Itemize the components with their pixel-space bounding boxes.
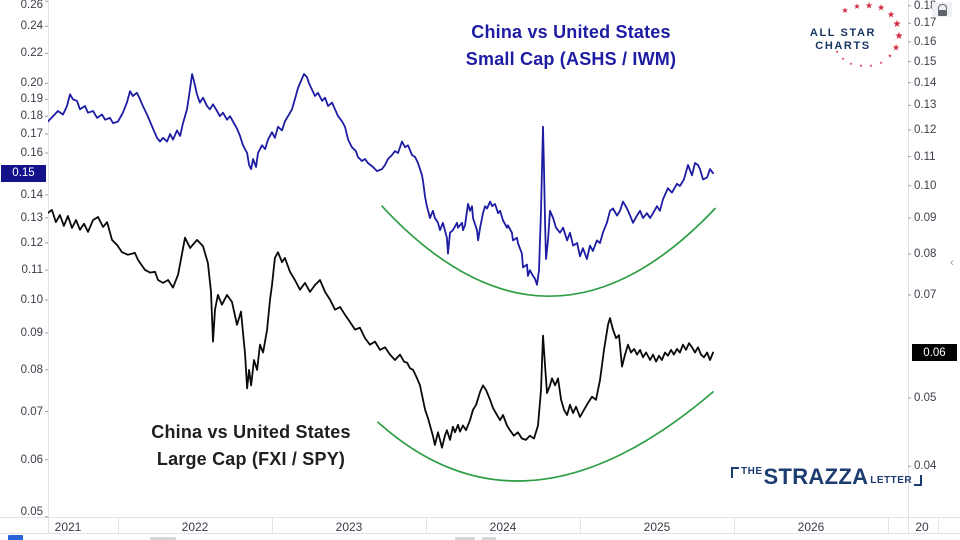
strazza-the: THE bbox=[741, 466, 763, 477]
time-axis-label: 20 bbox=[915, 520, 929, 534]
left-axis-label: 0.14 bbox=[20, 188, 43, 201]
time-axis-label: 2026 bbox=[797, 520, 825, 534]
right-axis-label: 0.18 bbox=[914, 0, 937, 12]
strazza-letter-logo: THE STRAZZA LETTER bbox=[731, 464, 923, 489]
left-axis-label: 0.12 bbox=[20, 236, 43, 249]
right-axis-label: 0.15 bbox=[914, 55, 937, 68]
allstarcharts-line1: ALL STAR bbox=[809, 27, 877, 39]
ashs-iwm-ratio-line[interactable] bbox=[48, 73, 714, 286]
right-axis-label: 0.16 bbox=[914, 35, 937, 48]
left-axis-label: 0.19 bbox=[20, 93, 43, 106]
left-axis-label: 0.13 bbox=[20, 211, 43, 224]
allstarcharts-logo: ALL STAR CHARTS ★ ★ ★ ★ ★ ★ ★ ★ ★ ★ ★ ★ ★ ★ ★ bbox=[796, 1, 916, 70]
star-icon: ★ bbox=[869, 63, 873, 68]
collapse-chevron-icon[interactable]: ‹ bbox=[950, 255, 954, 269]
right-axis-label: 0.10 bbox=[914, 179, 937, 192]
left-axis-label: 0.06 bbox=[20, 453, 43, 466]
large-cap-title-line1: China vs United States bbox=[151, 422, 351, 442]
fxi-spy-ratio-line[interactable] bbox=[48, 209, 714, 449]
small-cap-title-line2: Small Cap (ASHS / IWM) bbox=[465, 49, 677, 69]
time-axis-label: 2024 bbox=[489, 520, 517, 534]
right-axis-label: 0.08 bbox=[914, 248, 937, 261]
star-icon: ★ bbox=[894, 31, 904, 42]
left-axis-label: 0.05 bbox=[20, 506, 43, 518]
rounding-bottom-small-cap-arc[interactable] bbox=[381, 205, 716, 297]
right-axis-label: 0.17 bbox=[914, 17, 937, 30]
clipped-text-fragment bbox=[150, 537, 176, 540]
axis-ticks bbox=[45, 0, 911, 533]
small-cap-title-line1: China vs United States bbox=[471, 22, 671, 42]
left-axis-label: 0.26 bbox=[20, 0, 43, 11]
last-price-badge-fxi-spy: 0.06 bbox=[912, 344, 957, 362]
star-icon: ★ bbox=[841, 56, 845, 61]
left-axis-label: 0.09 bbox=[20, 326, 43, 339]
star-icon: ★ bbox=[879, 60, 883, 65]
padlock-icon bbox=[937, 3, 947, 10]
left-axis-label: 0.22 bbox=[20, 47, 43, 60]
small-cap-title[interactable]: China vs United States Small Cap (ASHS /… bbox=[421, 19, 721, 73]
star-icon: ★ bbox=[891, 42, 901, 53]
left-axis-label: 0.10 bbox=[20, 294, 43, 306]
left-axis-label: 0.11 bbox=[21, 264, 43, 277]
time-axis-label: 2023 bbox=[335, 520, 363, 534]
time-axis-label: 2022 bbox=[181, 520, 209, 534]
left-axis-label: 0.08 bbox=[20, 363, 43, 376]
right-axis-label: 0.05 bbox=[914, 391, 937, 404]
left-axis-label: 0.20 bbox=[20, 77, 43, 90]
star-icon: ★ bbox=[853, 2, 861, 11]
right-axis-label: 0.13 bbox=[914, 99, 937, 112]
right-axis-label: 0.14 bbox=[914, 76, 937, 89]
right-axis-label: 0.12 bbox=[914, 123, 937, 136]
left-axis-label: 0.24 bbox=[20, 20, 43, 33]
large-cap-title-line2: Large Cap (FXI / SPY) bbox=[156, 449, 346, 469]
star-icon: ★ bbox=[859, 63, 863, 68]
strazza-name: STRAZZA bbox=[763, 464, 869, 489]
bracket-corner-icon bbox=[731, 467, 739, 478]
star-icon: ★ bbox=[849, 61, 853, 66]
star-icon: ★ bbox=[892, 19, 902, 30]
star-icon: ★ bbox=[864, 0, 874, 11]
large-cap-title[interactable]: China vs United States Large Cap (FXI / … bbox=[101, 419, 401, 473]
rounding-bottom-large-cap-arc[interactable] bbox=[377, 391, 714, 482]
clipped-text-fragment bbox=[455, 537, 475, 540]
star-icon: ★ bbox=[835, 49, 839, 54]
padlock-icon bbox=[937, 9, 947, 16]
star-icon: ★ bbox=[841, 6, 849, 15]
strazza-letter: LETTER bbox=[870, 475, 913, 486]
last-price-badge-ashs-iwm: 0.15 bbox=[1, 164, 46, 182]
star-icon: ★ bbox=[876, 2, 886, 13]
allstarcharts-line2: CHARTS bbox=[815, 40, 871, 52]
clipped-text-fragment bbox=[482, 537, 496, 540]
scale-lock-button[interactable] bbox=[932, 2, 952, 17]
left-axis-label: 0.18 bbox=[20, 110, 43, 123]
star-icon: ★ bbox=[887, 53, 893, 60]
left-axis-label: 0.17 bbox=[20, 128, 43, 141]
right-axis-label: 0.04 bbox=[914, 460, 937, 473]
left-axis-label: 0.07 bbox=[20, 405, 43, 418]
star-icon: ★ bbox=[886, 9, 896, 20]
allstarcharts-logo-text: ALL STAR CHARTS bbox=[804, 27, 882, 53]
time-axis-label: 2021 bbox=[54, 520, 82, 534]
time-axis-label: 2025 bbox=[643, 520, 671, 534]
right-axis-label: 0.09 bbox=[914, 212, 937, 224]
bottom-toolbar-fragment-icon[interactable] bbox=[8, 535, 23, 540]
left-axis-label: 0.16 bbox=[20, 147, 43, 160]
right-axis-label: 0.11 bbox=[914, 150, 936, 163]
right-axis-label: 0.07 bbox=[914, 288, 937, 301]
bracket-corner-icon bbox=[914, 475, 923, 486]
